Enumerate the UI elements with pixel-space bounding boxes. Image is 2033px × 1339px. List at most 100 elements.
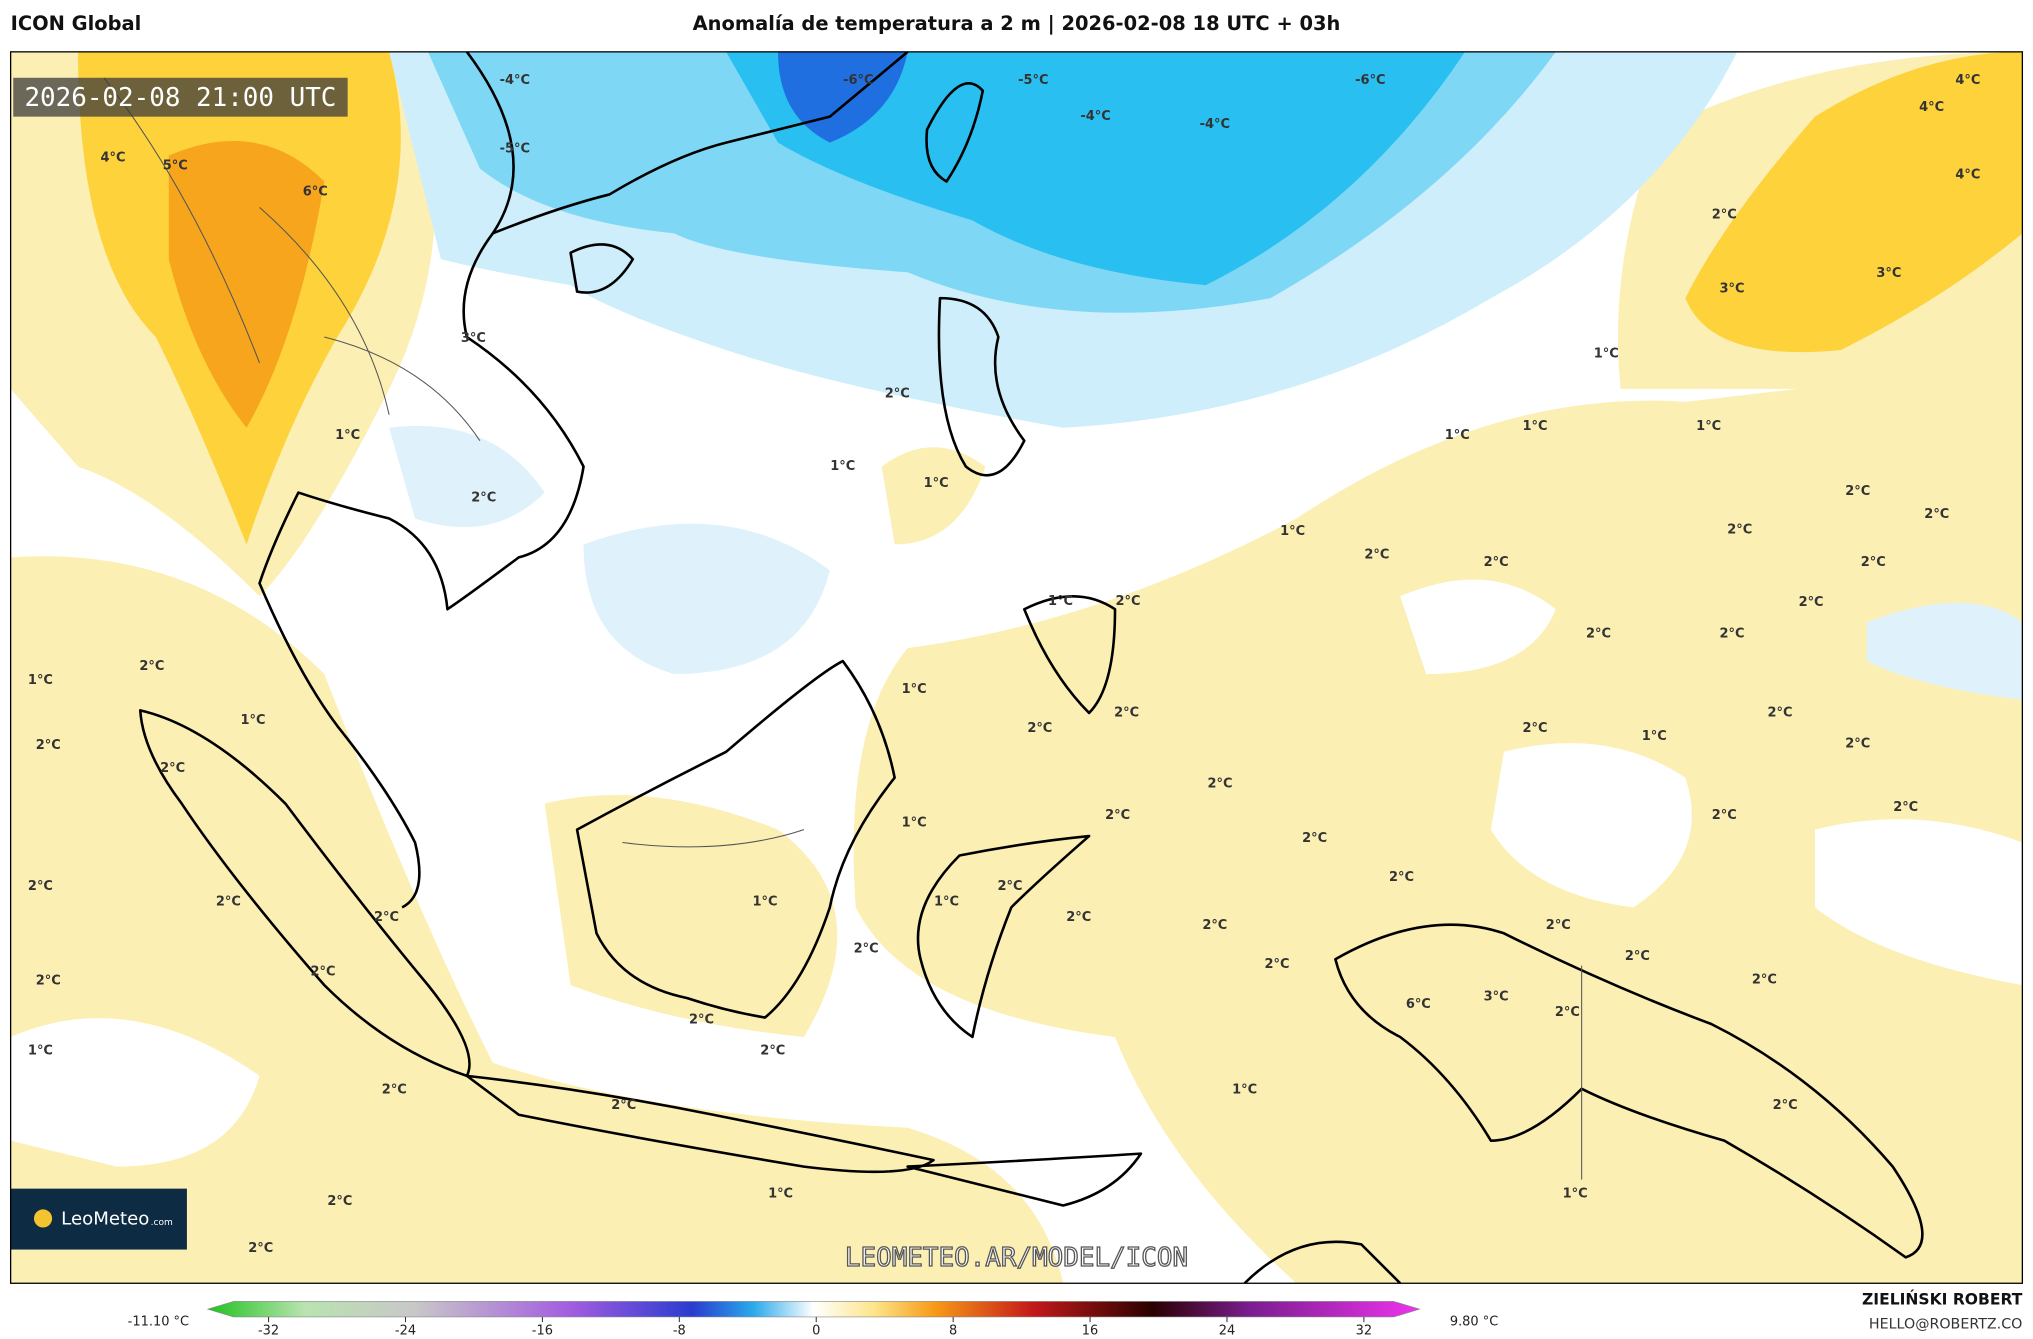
contour-label: 2°C (1208, 777, 1233, 792)
contour-label: 2°C (382, 1083, 407, 1098)
watermark: LEOMETEO.AR/MODEL/ICON (845, 1243, 1188, 1273)
contour-label: 6°C (1406, 997, 1431, 1012)
contour-label: 2°C (1027, 721, 1052, 736)
contour-label: 2°C (216, 895, 241, 910)
contour-label: 2°C (1712, 208, 1737, 223)
contour-label: 2°C (760, 1044, 785, 1059)
contour-label: -4°C (500, 73, 530, 88)
colorbar-tick-label: -32 (258, 1324, 279, 1339)
colorbar-ticks: -32 -24 -16 -8 0 8 16 24 32 (258, 1316, 1372, 1339)
contour-label: -4°C (1080, 109, 1110, 124)
contour-label: 2°C (1625, 949, 1650, 964)
contour-label: -5°C (1018, 73, 1048, 88)
contour-label: 2°C (1845, 737, 1870, 752)
colorbar-tick-label: -16 (532, 1324, 553, 1339)
contour-label: 1°C (1232, 1083, 1257, 1098)
email: HELLO@ROBERTZ.CO (1869, 1317, 2022, 1333)
time-badge (13, 77, 348, 117)
contour-label: 4°C (1955, 167, 1980, 182)
contour-label: 1°C (335, 428, 360, 443)
contour-label: 2°C (1546, 918, 1571, 933)
contour-label: 2°C (1066, 910, 1091, 925)
contour-label: 2°C (998, 879, 1023, 894)
contour-label: 2°C (1861, 555, 1886, 570)
contour-label: 1°C (768, 1186, 793, 1201)
contour-label: 1°C (28, 1044, 53, 1059)
logo-suffix: .com (151, 1218, 173, 1228)
contour-label: 2°C (327, 1194, 352, 1209)
cold-core (726, 51, 1465, 286)
contour-label: 2°C (1105, 808, 1130, 823)
contour-label: 2°C (1389, 870, 1414, 885)
contour-label: 2°C (1484, 555, 1509, 570)
contour-labels: -6°C -5°C -6°C -4°C -4°C -4°C 4°C 5°C -5°C 6°C 4°C… (28, 73, 1980, 1256)
contour-label: 2°C (1720, 626, 1745, 641)
colorbar-tick-label: 32 (1356, 1324, 1372, 1339)
contour-label: 2°C (1893, 800, 1918, 815)
colorbar-tick-label: 0 (812, 1324, 820, 1339)
contour-label: 1°C (1642, 729, 1667, 744)
contour-label: 2°C (248, 1241, 273, 1256)
colorbar-tick-label: -8 (673, 1324, 686, 1339)
contour-label: 2°C (311, 965, 336, 980)
contour-label: -4°C (1200, 117, 1230, 132)
contour-label: 2°C (374, 910, 399, 925)
contour-label: 1°C (830, 459, 855, 474)
contour-label: 2°C (1712, 808, 1737, 823)
borders (103, 77, 1583, 1180)
colorbar-ramp (206, 1301, 1421, 1318)
contour-label: 1°C (924, 476, 949, 491)
contour-label: 1°C (1048, 594, 1073, 609)
colorbar-tick-label: 8 (949, 1324, 957, 1339)
contour-label: 2°C (1586, 626, 1611, 641)
contour-label: 1°C (902, 682, 927, 697)
contour-label: 1°C (753, 895, 778, 910)
contour-label: 1°C (241, 713, 266, 728)
contour-label: 2°C (1555, 1005, 1580, 1020)
coastlines (138, 51, 1924, 1284)
contour-label: 2°C (1202, 918, 1227, 933)
contour-label: 2°C (471, 490, 496, 505)
neutral-field (10, 579, 2023, 1167)
contour-label: -6°C (843, 73, 873, 88)
contour-label: 4°C (1919, 100, 1944, 115)
warm-field (10, 51, 2023, 1284)
contour-label: 1°C (1280, 524, 1305, 539)
colorbar-tick-label: -24 (395, 1324, 416, 1339)
colorbar-tick-label: 24 (1219, 1324, 1235, 1339)
warm-peak (168, 140, 325, 428)
contour-label: 2°C (885, 387, 910, 402)
contour-label: 2°C (1302, 831, 1327, 846)
contour-label: 2°C (160, 761, 185, 776)
valid-time: 2026-02-08 21:00 UTC (24, 83, 336, 113)
contour-label: 2°C (1265, 957, 1290, 972)
colorbar-min: -11.10 °C (128, 1315, 189, 1330)
contour-label: 5°C (163, 158, 188, 173)
contour-label: 1°C (934, 895, 959, 910)
contour-label: 2°C (139, 659, 164, 674)
contour-label: 1°C (1563, 1186, 1588, 1201)
contour-label: 2°C (1114, 705, 1139, 720)
contour-label: 2°C (1845, 484, 1870, 499)
contour-label: 2°C (611, 1098, 636, 1113)
map: -6°C -5°C -6°C -4°C -4°C -4°C 4°C 5°C -5°C 6°C 4°C… (10, 51, 2023, 1284)
contour-label: 2°C (36, 738, 61, 753)
contour-label: 1°C (28, 673, 53, 688)
contour-label: 3°C (1876, 266, 1901, 281)
contour-label: 2°C (1522, 721, 1547, 736)
contour-label: 2°C (689, 1013, 714, 1028)
cold-peak (777, 51, 908, 143)
colorbar-max: 9.80 °C (1450, 1315, 1498, 1330)
contour-label: 2°C (1799, 595, 1824, 610)
contour-label: 6°C (303, 184, 328, 199)
contour-label: 2°C (28, 879, 53, 894)
contour-label: 1°C (1445, 428, 1470, 443)
contour-label: 4°C (1955, 73, 1980, 88)
cool-patches (389, 425, 2023, 700)
contour-label: 2°C (1364, 547, 1389, 562)
colorbar-tick-label: 16 (1082, 1324, 1098, 1339)
contour-label: 2°C (1115, 594, 1140, 609)
contour-label: -5°C (500, 142, 530, 157)
